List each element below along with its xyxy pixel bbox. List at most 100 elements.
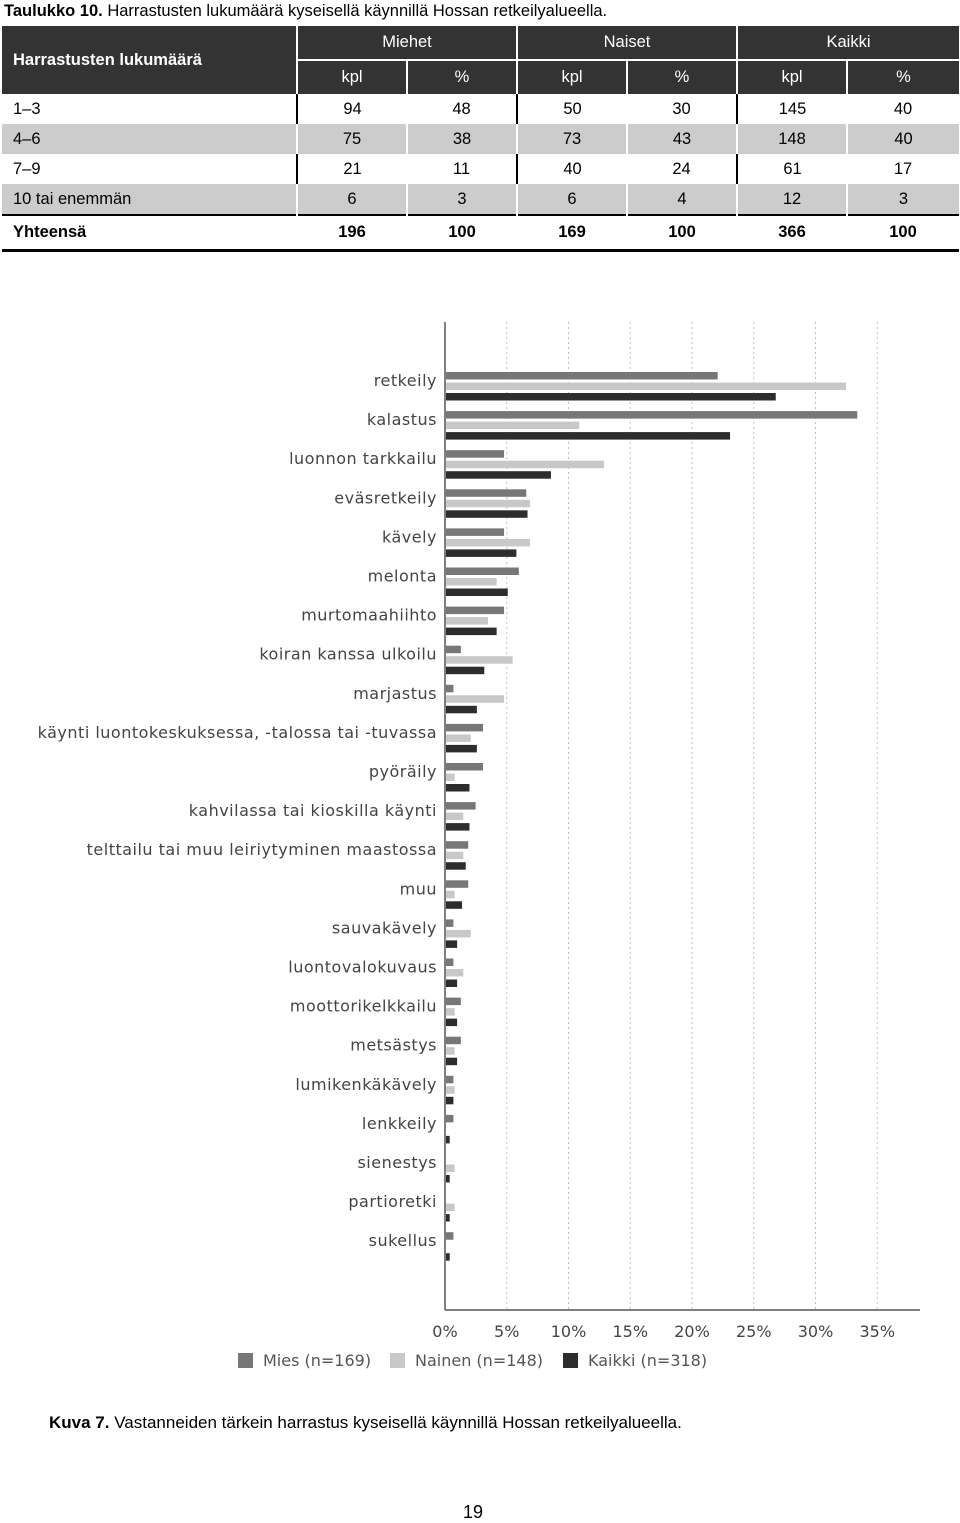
legend-swatch bbox=[390, 1353, 405, 1368]
figure-caption-label: Kuva 7. bbox=[49, 1413, 110, 1432]
bar-kaikki bbox=[446, 471, 551, 479]
bar-nainen bbox=[446, 773, 455, 781]
bar-nainen bbox=[446, 499, 530, 508]
table-cell: 21 bbox=[296, 154, 407, 184]
bar-kaikki bbox=[446, 979, 458, 987]
bar-nainen bbox=[446, 929, 471, 938]
bar-mies bbox=[446, 645, 461, 654]
bar-mies bbox=[446, 411, 858, 419]
x-tick-label: 30% bbox=[798, 1322, 834, 1341]
category-label: retkeily bbox=[374, 371, 437, 390]
table-cell: 6 bbox=[296, 184, 407, 215]
category-label: sienestys bbox=[357, 1153, 437, 1172]
bar-mies bbox=[446, 606, 505, 615]
bar-kaikki bbox=[446, 744, 477, 753]
group-header-all: Kaikki bbox=[735, 26, 960, 61]
bar-mies bbox=[446, 684, 454, 693]
legend-label: Nainen (n=148) bbox=[415, 1351, 543, 1370]
bar-kaikki bbox=[446, 705, 477, 714]
bar-mies bbox=[446, 372, 718, 380]
bar-kaikki bbox=[446, 1135, 450, 1144]
x-tick-label: 20% bbox=[674, 1322, 710, 1341]
bar-nainen bbox=[446, 656, 513, 664]
table-cell: 100 bbox=[407, 214, 517, 252]
legend-label: Mies (n=169) bbox=[263, 1351, 371, 1370]
category-label: sukellus bbox=[369, 1231, 437, 1250]
bar-kaikki bbox=[446, 432, 731, 440]
category-label: luonnon tarkkailu bbox=[289, 449, 437, 468]
bar-mies bbox=[446, 919, 454, 927]
table-cell: 169 bbox=[517, 214, 627, 252]
bar-mies bbox=[446, 1114, 454, 1123]
table-cell: 17 bbox=[893, 159, 913, 178]
bar-nainen bbox=[446, 538, 530, 547]
table-caption-label: Taulukko 10. bbox=[4, 2, 103, 20]
subheader: % bbox=[406, 60, 517, 94]
x-tick-label: 15% bbox=[612, 1322, 648, 1341]
category-label: partioretki bbox=[348, 1192, 437, 1211]
bar-mies bbox=[446, 958, 454, 966]
table-cell: 100 bbox=[627, 214, 737, 252]
category-label: melonta bbox=[368, 567, 437, 586]
x-tick-label: 35% bbox=[859, 1322, 895, 1341]
category-label: muu bbox=[400, 879, 437, 898]
category-label: kalastus bbox=[367, 410, 437, 429]
legend-swatch bbox=[563, 1353, 578, 1368]
table-total-row: Yhteensä 196 100 169 100 366 100 bbox=[2, 214, 960, 252]
category-label: kahvilassa tai kioskilla käynti bbox=[189, 801, 437, 820]
bar-mies bbox=[446, 880, 469, 888]
bar-nainen bbox=[446, 734, 471, 742]
bar-nainen bbox=[446, 1008, 455, 1016]
x-tick-label: 25% bbox=[736, 1322, 772, 1341]
table-cell: 94 bbox=[296, 94, 407, 124]
hobby-count-table: Harrastusten lukumäärä Miehet Naiset Kai… bbox=[2, 26, 960, 252]
bar-nainen bbox=[446, 1164, 455, 1172]
bar-kaikki bbox=[446, 1018, 458, 1027]
bar-nainen bbox=[446, 421, 580, 430]
table-cell: 48 bbox=[452, 99, 471, 118]
bar-nainen bbox=[446, 1203, 455, 1212]
category-label: lenkkeily bbox=[362, 1114, 437, 1133]
table-cell: 366 bbox=[737, 214, 847, 252]
bar-nainen bbox=[446, 812, 464, 821]
table-cell: 3 bbox=[845, 184, 960, 215]
category-label: moottorikelkkailu bbox=[290, 997, 437, 1016]
table-cell: 40 bbox=[893, 99, 913, 118]
group-header-women: Naiset bbox=[516, 26, 737, 61]
bar-nainen bbox=[446, 1086, 455, 1094]
bar-kaikki bbox=[446, 549, 517, 557]
total-label: Yhteensä bbox=[2, 214, 297, 252]
table-cell: 196 bbox=[297, 214, 407, 252]
legend-swatch bbox=[238, 1353, 253, 1368]
bar-mies bbox=[446, 1075, 454, 1084]
bar-mies bbox=[446, 1036, 461, 1045]
x-tick-label: 0% bbox=[432, 1322, 457, 1341]
subheader: kpl bbox=[736, 60, 847, 94]
bar-nainen bbox=[446, 1047, 455, 1055]
category-label: lumikenkäkävely bbox=[295, 1075, 437, 1094]
bar-nainen bbox=[446, 969, 464, 977]
group-header-men: Miehet bbox=[296, 26, 517, 61]
bar-nainen bbox=[446, 890, 455, 899]
figure-caption: Kuva 7. Vastanneiden tärkein harrastus k… bbox=[49, 1413, 682, 1433]
hobby-bar-chart: 0% 5% 10% 15% 20% 25% 30% 35% retkeily kalastus lu… bbox=[38, 322, 920, 1370]
bar-kaikki bbox=[446, 901, 463, 909]
table-caption-text: Harrastusten lukumäärä kyseisellä käynni… bbox=[107, 2, 608, 20]
bar-mies bbox=[446, 450, 505, 458]
table-cell: 145 bbox=[736, 94, 847, 124]
row-label: 10 tai enemmän bbox=[2, 184, 297, 215]
legend-label: Kaikki (n=318) bbox=[588, 1351, 707, 1370]
table-row: 7–9 21 11 40 24 61 17 bbox=[2, 154, 959, 184]
category-label: luontovalokuvaus bbox=[288, 958, 437, 977]
bar-mies bbox=[446, 723, 484, 732]
x-tick-label: 10% bbox=[551, 1322, 587, 1341]
table-cell: 75 bbox=[296, 124, 407, 154]
page-number: 19 bbox=[463, 1502, 484, 1522]
table-cell: 43 bbox=[626, 124, 737, 154]
bar-kaikki bbox=[446, 940, 458, 948]
bar-mies bbox=[446, 489, 527, 497]
bar-mies bbox=[446, 567, 519, 575]
table-row: 1–3 94 48 50 30 145 40 bbox=[2, 94, 959, 124]
table-cell: 73 bbox=[516, 124, 627, 154]
bar-mies bbox=[446, 528, 505, 536]
